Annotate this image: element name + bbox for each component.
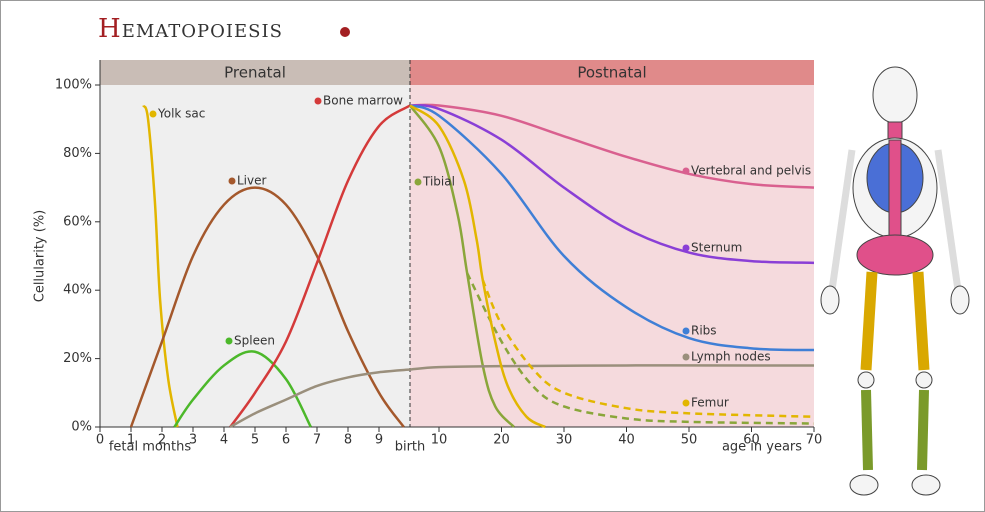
label-dot bbox=[683, 245, 690, 252]
label-dot bbox=[229, 178, 236, 185]
x-tick-label: 10 bbox=[431, 433, 448, 448]
series-label: Sternum bbox=[691, 241, 742, 255]
label-dot bbox=[150, 111, 157, 118]
x-tick-label: 30 bbox=[556, 433, 573, 448]
x-tick-label: 5 bbox=[251, 433, 259, 448]
series-label: Bone marrow bbox=[323, 94, 403, 108]
x-label-birth: birth bbox=[395, 440, 426, 455]
chart-title: Hematopoiesis bbox=[98, 14, 283, 44]
x-label-postnatal: age in years bbox=[722, 440, 802, 455]
tibia bbox=[866, 390, 868, 470]
series-label: Femur bbox=[691, 396, 729, 410]
series-label: Spleen bbox=[234, 334, 275, 348]
pelvis bbox=[857, 235, 933, 275]
y-tick-label: 0% bbox=[71, 420, 92, 435]
x-tick-label: 6 bbox=[282, 433, 290, 448]
series-label: Vertebral and pelvis bbox=[691, 164, 811, 178]
series-label: Liver bbox=[237, 174, 267, 188]
x-label-prenatal: fetal months bbox=[109, 440, 192, 455]
x-tick-label: 7 bbox=[313, 433, 321, 448]
label-dot bbox=[315, 98, 322, 105]
knee bbox=[916, 372, 932, 388]
series-label: Lymph nodes bbox=[691, 350, 771, 364]
label-dot bbox=[683, 168, 690, 175]
arm bbox=[832, 150, 852, 290]
y-tick-label: 100% bbox=[55, 78, 92, 93]
label-dot bbox=[415, 179, 422, 186]
skull bbox=[873, 67, 917, 123]
femur bbox=[918, 272, 924, 370]
x-tick-label: 3 bbox=[189, 433, 197, 448]
series-label: Tibial bbox=[422, 175, 455, 189]
postnatal-label: Postnatal bbox=[577, 64, 646, 82]
tibia bbox=[922, 390, 924, 470]
x-tick-label: 70 bbox=[806, 433, 823, 448]
hand bbox=[951, 286, 969, 314]
y-tick-label: 20% bbox=[63, 351, 92, 366]
spine bbox=[889, 140, 901, 245]
hand bbox=[821, 286, 839, 314]
x-tick-label: 1 bbox=[127, 433, 135, 448]
x-tick-label: 8 bbox=[344, 433, 352, 448]
arm bbox=[938, 150, 958, 290]
femur bbox=[866, 272, 872, 370]
label-dot bbox=[226, 338, 233, 345]
label-dot bbox=[683, 328, 690, 335]
x-tick-label: 40 bbox=[618, 433, 635, 448]
label-dot bbox=[683, 354, 690, 361]
label-dot bbox=[683, 400, 690, 407]
series-label: Yolk sac bbox=[157, 107, 205, 121]
prenatal-label: Prenatal bbox=[224, 64, 286, 82]
knee bbox=[858, 372, 874, 388]
postnatal-area bbox=[410, 85, 814, 427]
y-tick-label: 60% bbox=[63, 214, 92, 229]
x-tick-label: 60 bbox=[743, 433, 760, 448]
series-label: Ribs bbox=[691, 324, 717, 338]
skeleton bbox=[821, 67, 969, 495]
title-dot bbox=[340, 27, 350, 37]
x-tick-label: 2 bbox=[158, 433, 166, 448]
y-tick-label: 80% bbox=[63, 146, 92, 161]
foot bbox=[850, 475, 878, 495]
chart: Prenatal Postnatal Cellularity (%) fetal… bbox=[0, 0, 985, 512]
foot bbox=[912, 475, 940, 495]
x-tick-label: 0 bbox=[96, 433, 104, 448]
x-tick-label: 9 bbox=[375, 433, 383, 448]
y-tick-label: 40% bbox=[63, 283, 92, 298]
x-tick-label: 20 bbox=[493, 433, 510, 448]
x-tick-label: 4 bbox=[220, 433, 228, 448]
page: Prenatal Postnatal Cellularity (%) fetal… bbox=[0, 0, 985, 512]
x-tick-label: 50 bbox=[681, 433, 698, 448]
y-axis-title: Cellularity (%) bbox=[33, 210, 48, 303]
